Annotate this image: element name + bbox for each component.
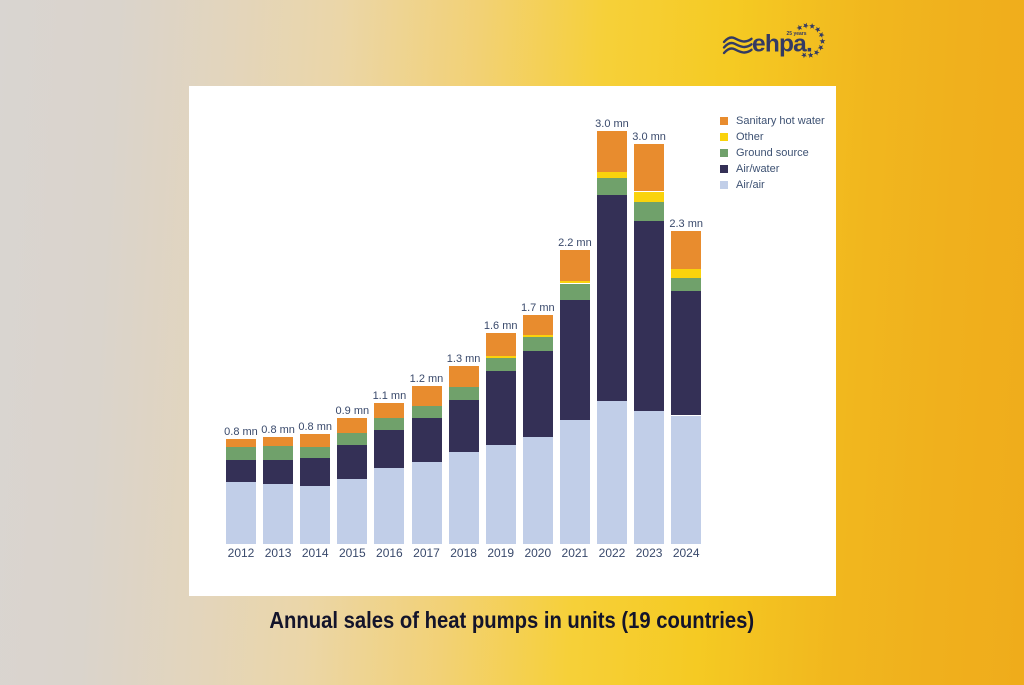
svg-text:25 years: 25 years (787, 31, 807, 37)
svg-text:ehpa.: ehpa. (752, 31, 812, 58)
